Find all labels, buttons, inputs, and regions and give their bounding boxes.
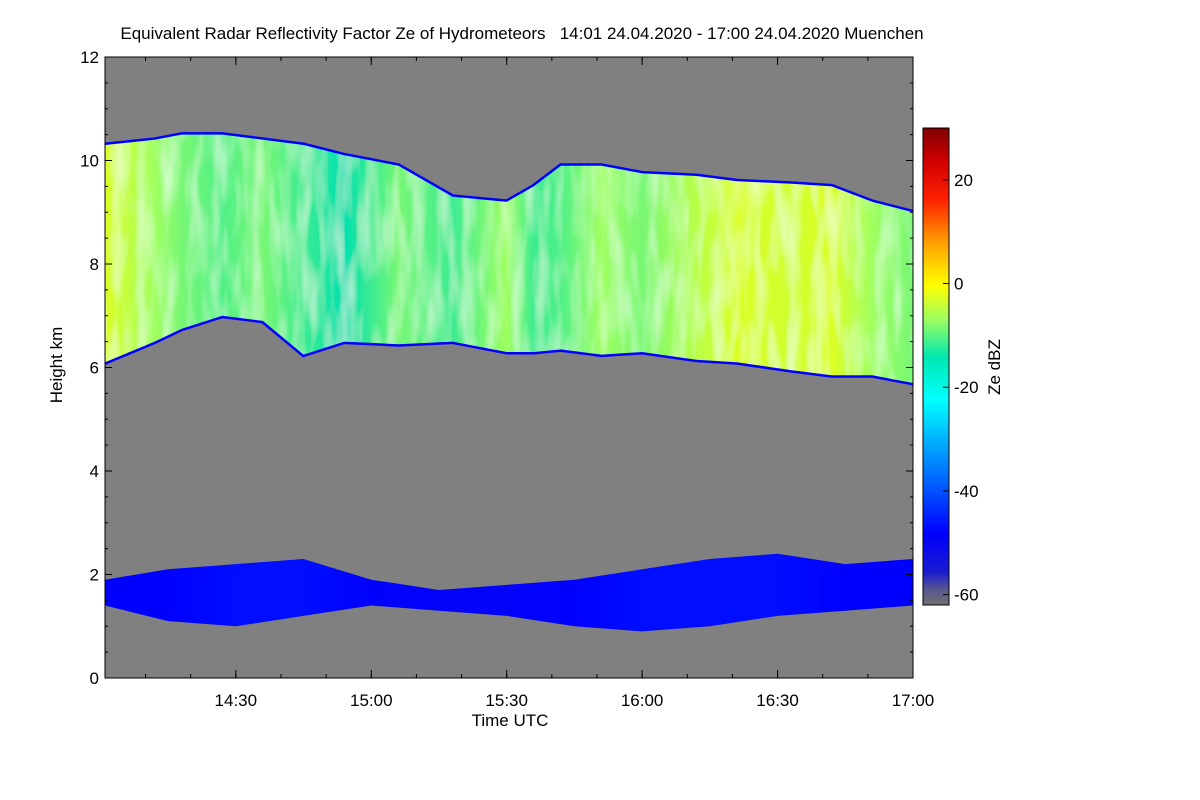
x-tick-label: 15:00: [350, 691, 393, 710]
y-tick-label: 8: [90, 255, 99, 274]
y-tick-label: 0: [90, 669, 99, 688]
colorbar-tick-label: -60: [954, 586, 979, 605]
colorbar-tick-label: 0: [954, 275, 963, 294]
y-tick-label: 2: [90, 566, 99, 585]
x-axis: 14:30 15:00 15:30 16:00 16:30 17:00: [145, 57, 935, 710]
colorbar-tick-label: -20: [954, 378, 979, 397]
y-tick-label: 12: [80, 48, 99, 67]
y-axis: 0 2 4 6 8 10 12: [80, 48, 913, 688]
colorbar: [922, 127, 950, 606]
echo-layer-1: [105, 134, 913, 383]
x-tick-label: 16:30: [756, 691, 799, 710]
chart-title: Equivalent Radar Reflectivity Factor Ze …: [120, 24, 923, 43]
x-tick-label: 17:00: [892, 691, 935, 710]
colorbar-label: Ze dBZ: [985, 339, 1004, 395]
colorbar-tick-label: 20: [954, 171, 973, 190]
y-tick-label: 4: [90, 462, 99, 481]
colorbar-axis: 20 0 -20 -40 -60: [943, 171, 979, 605]
x-axis-label: Time UTC: [472, 711, 549, 730]
y-tick-label: 6: [90, 359, 99, 378]
colorbar-tick-label: -40: [954, 482, 979, 501]
x-tick-label: 16:00: [621, 691, 664, 710]
echo-layer-2: [105, 553, 913, 632]
y-axis-label: Height km: [47, 327, 66, 404]
x-tick-label: 14:30: [215, 691, 258, 710]
x-tick-label: 15:30: [485, 691, 528, 710]
data-layers: [105, 132, 913, 632]
y-tick-label: 10: [80, 152, 99, 171]
